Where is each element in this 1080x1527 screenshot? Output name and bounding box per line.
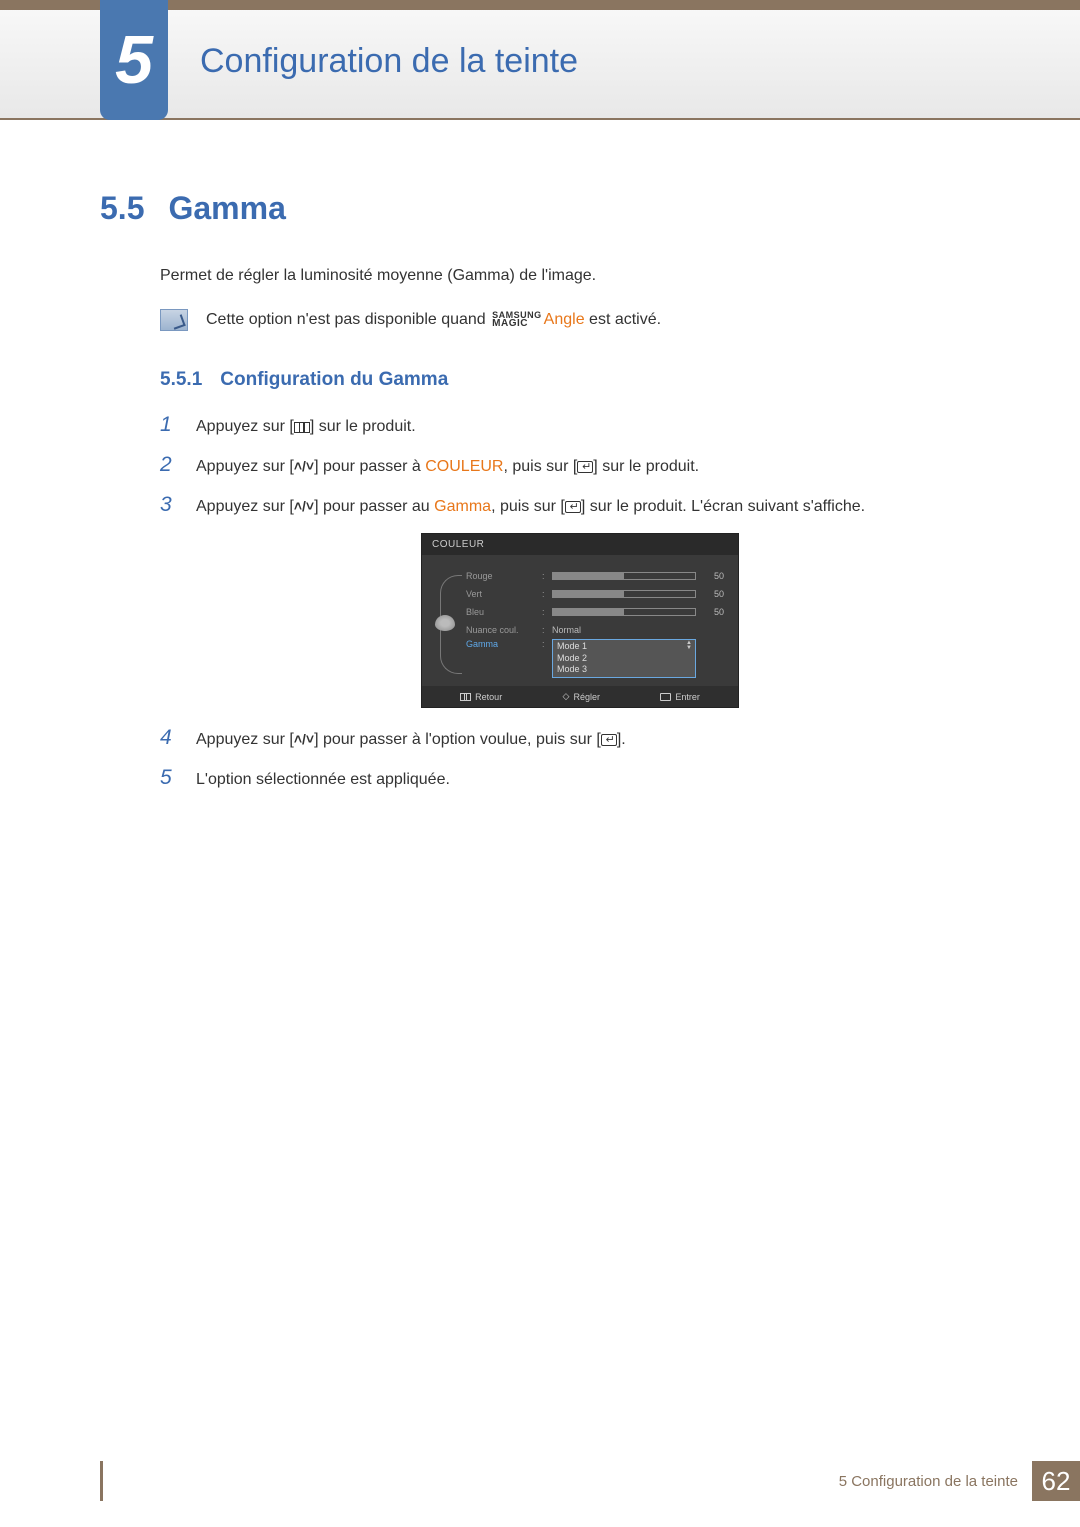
osd-row-rouge: Rouge : 50 — [466, 567, 724, 585]
page-header: 5 Configuration de la teinte — [0, 0, 1080, 120]
page-footer: 5 Configuration de la teinte 62 — [100, 1461, 1080, 1501]
step-text: Appuyez sur [˄/˅] pour passer au Gamma, … — [196, 495, 1000, 519]
note-text: Cette option n'est pas disponible quand … — [206, 311, 661, 329]
menu-icon — [294, 422, 310, 433]
note-block: Cette option n'est pas disponible quand … — [160, 309, 1000, 331]
subsection-heading: 5.5.1 Configuration du Gamma — [160, 369, 1000, 391]
osd-label: Gamma — [466, 639, 536, 649]
step-number: 1 — [160, 413, 178, 437]
note-icon — [160, 309, 188, 331]
gamma-word: Gamma — [434, 498, 491, 515]
osd-value: 50 — [702, 589, 724, 599]
enter-icon — [601, 734, 617, 746]
chapter-number: 5 — [115, 21, 153, 99]
osd-option: Mode 2 — [557, 653, 691, 665]
osd-label: Bleu — [466, 607, 536, 617]
osd-label: Rouge — [466, 571, 536, 581]
step-2: 2 Appuyez sur [˄/˅] pour passer à COULEU… — [160, 453, 1000, 479]
note-after: est activé. — [585, 311, 661, 328]
osd-value: Normal — [552, 625, 581, 635]
osd-slider — [552, 572, 696, 580]
step-number: 3 — [160, 493, 178, 517]
enter-icon — [577, 461, 593, 473]
step-1: 1 Appuyez sur [] sur le produit. — [160, 413, 1000, 439]
osd-footer-retour: Retour — [460, 691, 502, 702]
note-before: Cette option n'est pas disponible quand — [206, 311, 490, 328]
page-number: 62 — [1032, 1461, 1080, 1501]
page-content: 5.5 Gamma Permet de régler la luminosité… — [0, 120, 1080, 792]
chapter-badge: 5 — [100, 0, 168, 120]
osd-label: Nuance coul. — [466, 625, 536, 635]
osd-value: 50 — [702, 607, 724, 617]
osd-rows: Rouge : 50 Vert : 50 Bleu : — [466, 567, 724, 678]
updown-icon: ˄/˅ — [294, 458, 314, 474]
updown-icon: ˄/˅ — [294, 731, 314, 747]
section-number: 5.5 — [100, 190, 144, 227]
menu-icon — [460, 693, 471, 701]
osd-footer: Retour ◇Régler Entrer — [422, 686, 738, 707]
steps-list: 1 Appuyez sur [] sur le produit. 2 Appuy… — [160, 413, 1000, 792]
osd-option: Mode 1 — [557, 641, 691, 653]
section-heading: 5.5 Gamma — [100, 190, 1000, 227]
osd-body: Rouge : 50 Vert : 50 Bleu : — [422, 555, 738, 686]
osd-row-vert: Vert : 50 — [466, 585, 724, 603]
enter-icon — [660, 693, 671, 701]
osd-label: Vert — [466, 589, 536, 599]
step-text: Appuyez sur [˄/˅] pour passer à l'option… — [196, 728, 1000, 752]
osd-slider — [552, 590, 696, 598]
osd-value: 50 — [702, 571, 724, 581]
footer-text: 5 Configuration de la teinte — [839, 1473, 1018, 1490]
step-number: 2 — [160, 453, 178, 477]
chapter-title: Configuration de la teinte — [200, 42, 578, 81]
footer-sideline — [100, 1461, 103, 1501]
subsection-number: 5.5.1 — [160, 369, 202, 391]
step-text: Appuyez sur [˄/˅] pour passer à COULEUR,… — [196, 455, 1000, 479]
osd-option: Mode 3 — [557, 664, 691, 676]
osd-menu: COULEUR Rouge : 50 Vert : — [421, 533, 739, 708]
osd-slider — [552, 608, 696, 616]
note-orange: Angle — [544, 311, 585, 328]
section-title: Gamma — [168, 190, 285, 227]
samsung-magic-brand: SAMSUNGMAGIC — [492, 311, 542, 328]
step-number: 4 — [160, 726, 178, 750]
osd-left-panel — [432, 567, 458, 678]
osd-row-nuance: Nuance coul. : Normal — [466, 621, 724, 639]
osd-dropdown: Mode 1 Mode 2 Mode 3 — [552, 639, 696, 678]
step-3: 3 Appuyez sur [˄/˅] pour passer au Gamma… — [160, 493, 1000, 519]
step-4: 4 Appuyez sur [˄/˅] pour passer à l'opti… — [160, 726, 1000, 752]
palette-icon — [435, 615, 455, 631]
step-text: Appuyez sur [] sur le produit. — [196, 415, 1000, 439]
osd-footer-entrer: Entrer — [660, 691, 700, 702]
osd-footer-regler: ◇Régler — [563, 691, 600, 702]
intro-text: Permet de régler la luminosité moyenne (… — [160, 267, 1000, 285]
step-5: 5 L'option sélectionnée est appliquée. — [160, 766, 1000, 792]
couleur-word: COULEUR — [425, 458, 503, 475]
osd-row-bleu: Bleu : 50 — [466, 603, 724, 621]
subsection-title: Configuration du Gamma — [220, 369, 448, 391]
osd-row-gamma: Gamma : Mode 1 Mode 2 Mode 3 — [466, 639, 724, 678]
step-text: L'option sélectionnée est appliquée. — [196, 768, 1000, 792]
osd-title: COULEUR — [422, 534, 738, 555]
updown-icon: ˄/˅ — [294, 498, 314, 514]
enter-icon — [565, 501, 581, 513]
diamond-icon: ◇ — [563, 691, 570, 702]
step-number: 5 — [160, 766, 178, 790]
